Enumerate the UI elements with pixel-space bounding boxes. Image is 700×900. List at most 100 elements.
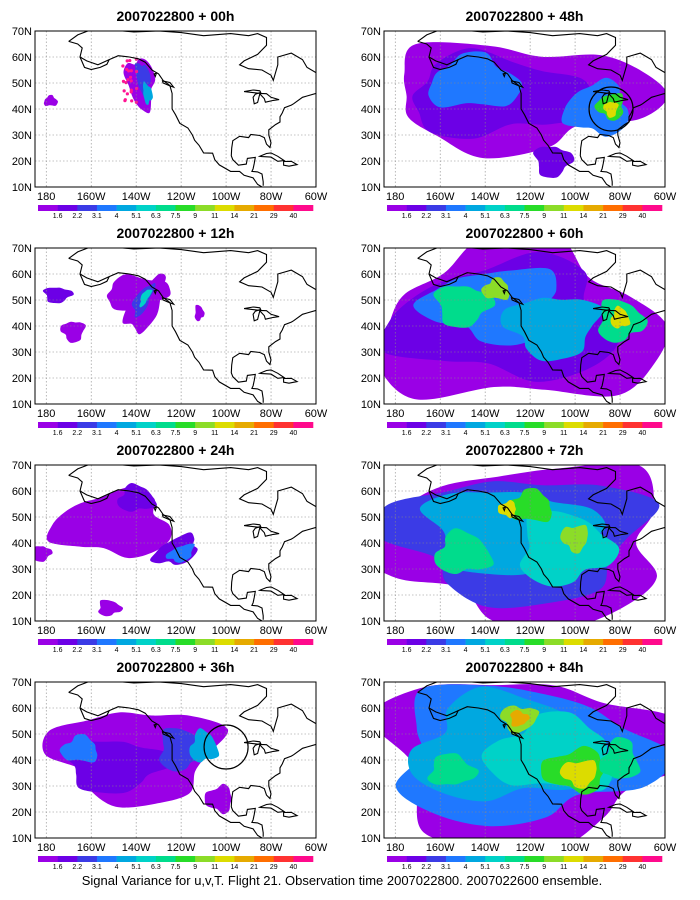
colorbar-label: 1.6 xyxy=(402,213,412,220)
y-tick-label: 30N xyxy=(12,564,32,576)
colorbar-label: 40 xyxy=(638,213,646,220)
colorbar-label: 14 xyxy=(580,647,588,654)
colorbar-swatch xyxy=(254,205,275,211)
observation-point xyxy=(128,75,133,79)
colorbar-swatch xyxy=(155,422,176,428)
colorbar-swatch xyxy=(387,639,407,645)
y-tick-label: 20N xyxy=(12,373,32,385)
y-tick-label: 50N xyxy=(361,729,381,741)
x-tick-label: 140W xyxy=(122,625,151,637)
map-panel: 2007022800 + 84h 10N 20N 30N 40N 50N 60N 70N 180… xyxy=(361,659,677,871)
y-tick-label: 10N xyxy=(12,616,32,628)
x-tick-label: 120W xyxy=(516,408,545,420)
variance-contour xyxy=(560,524,588,554)
observation-point xyxy=(121,64,125,68)
x-tick-label: 120W xyxy=(167,408,196,420)
colorbar-swatch xyxy=(116,639,137,645)
coastline xyxy=(417,465,665,517)
y-tick-label: 20N xyxy=(361,590,381,602)
colorbar-swatch xyxy=(77,639,98,645)
colorbar-label: 9 xyxy=(193,647,197,654)
colorbar-label: 29 xyxy=(619,864,627,871)
coastline xyxy=(606,152,635,162)
coastline xyxy=(257,152,286,162)
colorbar-swatch xyxy=(485,856,506,862)
colorbar-swatch xyxy=(234,422,255,428)
colorbar-swatch xyxy=(603,422,624,428)
colorbar-swatch xyxy=(234,639,255,645)
x-tick-label: 100W xyxy=(212,842,241,854)
coastline xyxy=(593,89,629,105)
colorbar-label: 14 xyxy=(231,864,239,871)
x-tick-label: 100W xyxy=(212,191,241,203)
colorbar-label: 3.1 xyxy=(92,213,102,220)
observation-point xyxy=(130,99,134,103)
colorbar-swatch xyxy=(195,205,216,211)
observation-point xyxy=(129,69,133,73)
variance-contour xyxy=(204,783,232,815)
y-tick-label: 40N xyxy=(361,104,381,116)
x-tick-label: 100W xyxy=(561,408,590,420)
colorbar-label: 5.1 xyxy=(131,647,141,654)
colorbar-swatch xyxy=(155,205,176,211)
x-tick-label: 160W xyxy=(426,191,455,203)
y-tick-label: 30N xyxy=(12,347,32,359)
colorbar-label: 4 xyxy=(115,430,119,437)
colorbar-label: 11 xyxy=(211,430,218,437)
variance-contour xyxy=(428,51,523,108)
y-tick-label: 50N xyxy=(12,729,32,741)
coastline xyxy=(79,707,110,722)
colorbar-swatch xyxy=(57,422,78,428)
colorbar-swatch xyxy=(445,856,466,862)
map-frame xyxy=(383,464,666,622)
colorbar-swatch xyxy=(254,422,275,428)
colorbar-swatch xyxy=(116,856,137,862)
colorbar-swatch xyxy=(57,205,78,211)
colorbar-label: 6.3 xyxy=(500,430,510,437)
coastline xyxy=(579,526,665,620)
colorbar-swatch xyxy=(583,205,604,211)
coastline xyxy=(632,377,648,384)
colorbar-swatch xyxy=(465,205,486,211)
y-tick-label: 60N xyxy=(12,486,32,498)
colorbar-swatch xyxy=(175,422,196,428)
colorbar-label: 6.3 xyxy=(151,864,161,871)
x-tick-label: 60W xyxy=(305,625,328,637)
y-tick-label: 50N xyxy=(361,512,381,524)
colorbar-swatch xyxy=(38,856,58,862)
coastline xyxy=(606,803,635,813)
variance-contour xyxy=(559,760,597,789)
x-tick-label: 80W xyxy=(260,842,283,854)
variance-contour xyxy=(500,297,604,362)
x-tick-label: 120W xyxy=(516,625,545,637)
y-tick-label: 70N xyxy=(361,677,381,689)
colorbar-label: 1.6 xyxy=(53,213,63,220)
coastline xyxy=(510,297,525,306)
map-frame xyxy=(383,681,666,839)
coastline xyxy=(68,474,264,621)
observation-point xyxy=(125,59,129,63)
colorbar-swatch xyxy=(293,856,314,862)
x-tick-label: 160W xyxy=(77,191,106,203)
colorbar-swatch xyxy=(642,205,663,211)
colorbar-swatch xyxy=(544,639,565,645)
coastline xyxy=(283,594,299,601)
coastline xyxy=(153,72,158,79)
map-panel: 2007022800 + 72h 10N 20N 30N 40N 50N 60N 70N 180… xyxy=(361,442,677,654)
coastline xyxy=(502,506,507,513)
colorbar-swatch xyxy=(293,422,314,428)
colorbar-label: 21 xyxy=(599,864,607,871)
colorbar-swatch xyxy=(504,422,525,428)
y-tick-label: 70N xyxy=(361,243,381,255)
x-tick-label: 180 xyxy=(37,408,55,420)
coastline xyxy=(153,289,158,296)
coastline xyxy=(79,56,110,71)
observation-point xyxy=(121,79,126,83)
colorbar-swatch xyxy=(563,205,584,211)
colorbar-swatch xyxy=(622,205,643,211)
colorbar-swatch xyxy=(387,422,407,428)
coastline xyxy=(230,526,316,620)
x-tick-label: 60W xyxy=(654,625,677,637)
colorbar-swatch xyxy=(524,205,545,211)
colorbar-swatch xyxy=(642,856,663,862)
